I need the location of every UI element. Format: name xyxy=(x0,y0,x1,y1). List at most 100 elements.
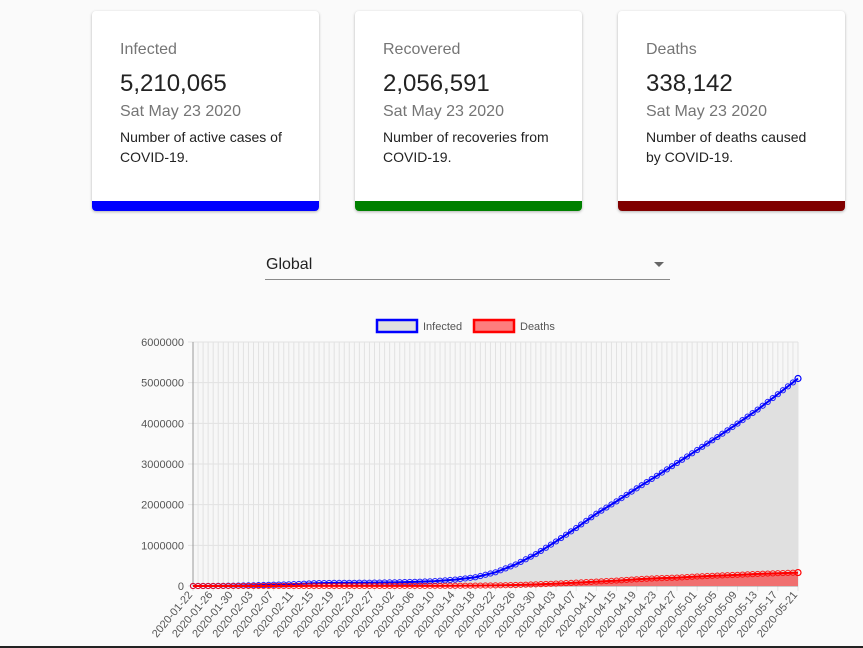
infected-point xyxy=(678,456,686,463)
infected-point xyxy=(527,553,534,560)
infected-point xyxy=(613,498,620,505)
infected-point xyxy=(583,517,590,524)
recovered-description: Number of recoveries from COVID-19. xyxy=(383,129,549,165)
page-bottom-border xyxy=(0,646,863,648)
infected-point xyxy=(734,420,741,427)
deaths-legend-swatch xyxy=(472,318,516,334)
infected-point xyxy=(633,485,640,492)
infected-point xyxy=(779,387,786,394)
covid-line-chart: 0 1000000 2000000 3000000 4000000 5000000 6000… xyxy=(141,318,802,640)
infected-point xyxy=(588,514,595,521)
y-tick-label: 1000000 xyxy=(141,540,184,552)
infected-point xyxy=(507,563,514,570)
infected-point xyxy=(547,541,555,548)
infected-point xyxy=(769,394,776,402)
infected-point xyxy=(517,558,524,565)
infected-point xyxy=(648,475,655,483)
infected-point xyxy=(502,565,509,572)
infected-point xyxy=(623,491,630,498)
recovered-color-bar xyxy=(355,201,582,211)
deaths-card: Deaths 338,142 Sat May 23 2020 Number of… xyxy=(618,11,845,211)
infected-point xyxy=(719,430,726,437)
recovered-label: Recovered xyxy=(383,41,461,58)
recovered-value: 2,056,591 xyxy=(383,70,490,97)
infected-point xyxy=(568,528,575,535)
infected-point xyxy=(704,440,711,447)
recovered-card: Recovered 2,056,591 Sat May 23 2020 Numb… xyxy=(355,11,582,211)
infected-point xyxy=(562,531,570,538)
infected-point xyxy=(492,569,499,576)
infected-point xyxy=(643,478,650,486)
deaths-date: Sat May 23 2020 xyxy=(646,103,767,120)
infected-point xyxy=(542,544,550,551)
infected-color-bar xyxy=(92,201,319,211)
infected-point xyxy=(628,488,635,495)
infected-card: Infected 5,210,065 Sat May 23 2020 Numbe… xyxy=(92,11,319,211)
infected-point xyxy=(668,463,676,470)
infected-point xyxy=(764,398,771,405)
infected-point xyxy=(512,561,519,568)
infected-point xyxy=(497,567,504,574)
infected-point xyxy=(552,538,560,545)
infected-point xyxy=(598,507,605,514)
infected-legend-swatch xyxy=(375,318,419,334)
infected-point xyxy=(608,501,615,508)
infected-point xyxy=(638,482,645,489)
infected-point xyxy=(759,402,766,409)
infected-point xyxy=(744,413,751,420)
infected-point xyxy=(683,453,691,460)
region-select-value: Global xyxy=(266,256,313,273)
infected-point xyxy=(739,417,746,424)
region-select[interactable]: Global xyxy=(265,248,670,280)
infected-point xyxy=(593,510,600,517)
y-tick-label: 2000000 xyxy=(141,500,184,512)
infected-description: Number of active cases of COVID-19. xyxy=(120,129,282,165)
infected-point xyxy=(749,409,756,417)
y-tick-label: 4000000 xyxy=(141,418,184,430)
deaths-area xyxy=(193,572,798,586)
infected-point xyxy=(699,443,706,450)
infected-point xyxy=(754,406,761,413)
infected-point xyxy=(714,433,721,441)
deaths-description: Number of deaths caused by COVID-19. xyxy=(646,129,807,165)
infected-point xyxy=(603,504,610,511)
infected-point xyxy=(557,534,565,542)
infected-point xyxy=(618,495,625,502)
infected-label: Infected xyxy=(120,41,177,58)
infected-point xyxy=(522,556,529,563)
infected-point xyxy=(573,524,580,532)
recovered-date: Sat May 23 2020 xyxy=(383,103,504,120)
deaths-label: Deaths xyxy=(646,41,697,58)
y-tick-label: 0 xyxy=(178,581,184,593)
infected-point xyxy=(729,423,736,431)
infected-area xyxy=(193,378,798,586)
infected-point xyxy=(724,427,731,434)
y-tick-label: 6000000 xyxy=(141,337,184,349)
infected-point xyxy=(694,446,701,454)
infected-point xyxy=(673,459,681,467)
infected-point xyxy=(653,472,660,479)
infected-point xyxy=(784,383,792,390)
deaths-point xyxy=(794,568,802,577)
infected-point xyxy=(689,450,696,457)
infected-point xyxy=(532,551,539,558)
infected-point xyxy=(774,391,781,398)
infected-point xyxy=(794,374,802,383)
infected-point xyxy=(578,521,585,528)
infected-legend-label: Infected xyxy=(423,321,462,333)
y-tick-label: 3000000 xyxy=(141,459,184,471)
infected-line xyxy=(192,377,799,587)
y-tick-label: 5000000 xyxy=(141,378,184,390)
deaths-legend-label: Deaths xyxy=(520,321,555,333)
infected-point xyxy=(789,379,797,386)
deaths-line xyxy=(192,571,799,587)
dropdown-arrow-icon[interactable] xyxy=(654,262,664,267)
infected-date: Sat May 23 2020 xyxy=(120,103,241,120)
infected-point xyxy=(537,547,544,555)
deaths-color-bar xyxy=(618,201,845,211)
infected-point xyxy=(658,469,665,476)
infected-point xyxy=(709,437,716,444)
deaths-value: 338,142 xyxy=(646,70,733,97)
infected-point xyxy=(663,466,671,473)
infected-value: 5,210,065 xyxy=(120,70,227,97)
